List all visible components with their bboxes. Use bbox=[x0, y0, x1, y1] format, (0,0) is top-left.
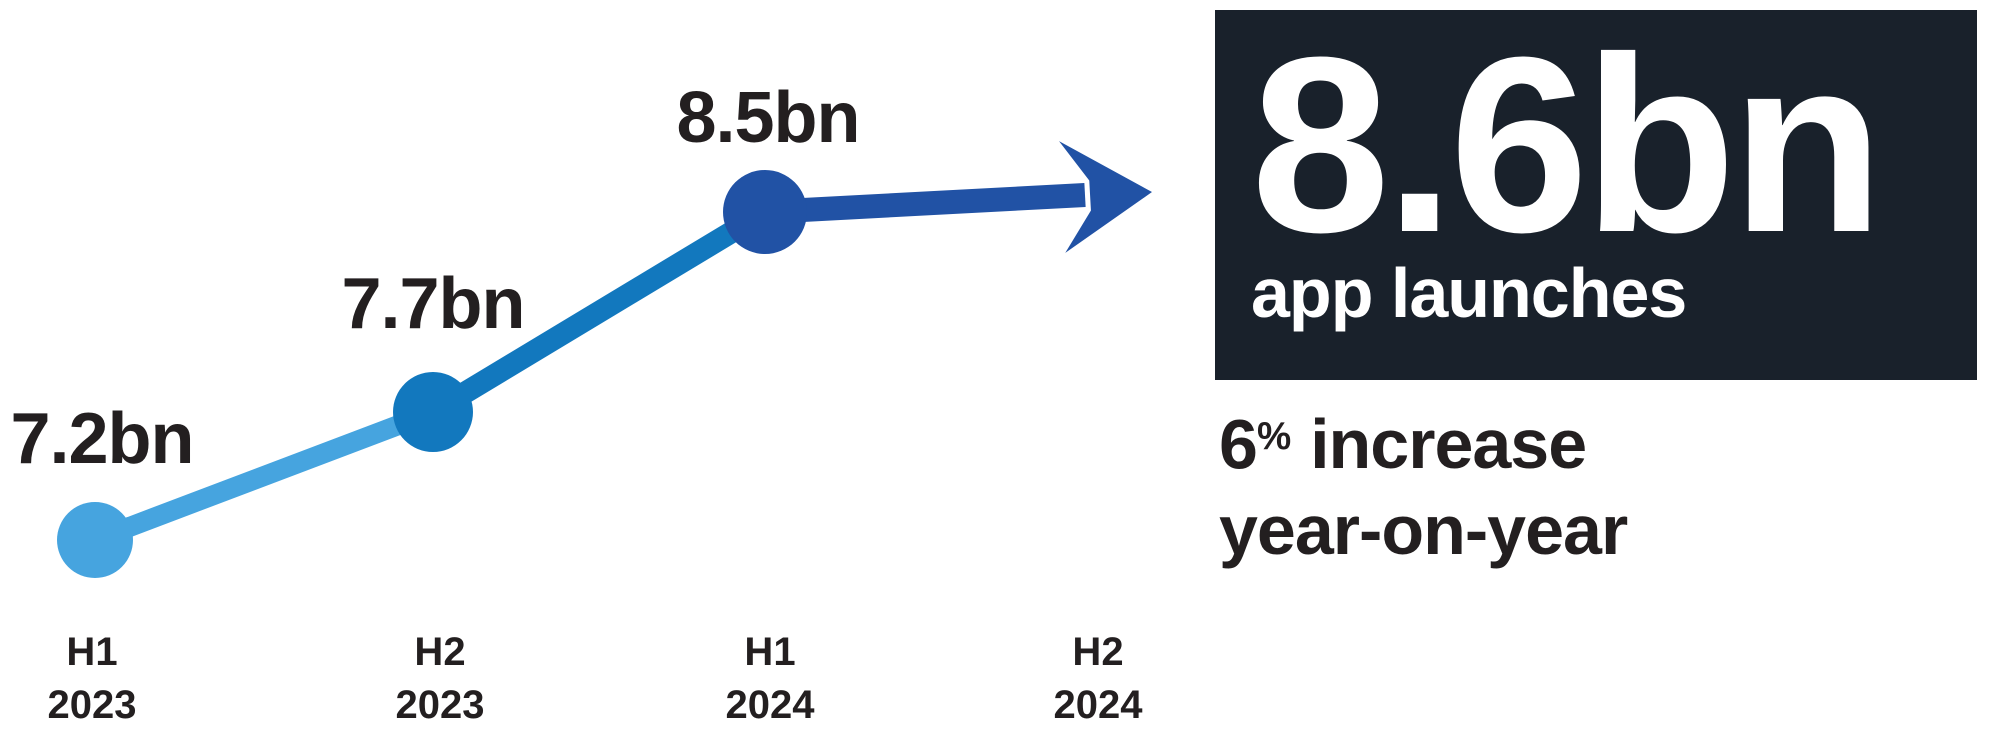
axis-label-year: 2023 bbox=[395, 683, 485, 727]
line-chart bbox=[57, 141, 1152, 578]
percent-sign: % bbox=[1256, 415, 1292, 458]
increase-note: 6% increase year-on-year bbox=[1219, 394, 1628, 573]
axis-label-period: H2 bbox=[414, 630, 466, 674]
stat-value: 8.6bn bbox=[1251, 10, 1884, 284]
axis-label-period: H1 bbox=[744, 630, 796, 674]
trend-arrow-head-icon bbox=[1059, 141, 1152, 253]
x-axis-label-h2-2023: H2 2023 bbox=[396, 626, 485, 732]
axis-label-period: H2 bbox=[1072, 630, 1124, 674]
data-point-h1-2024 bbox=[723, 170, 807, 254]
increase-word: increase bbox=[1310, 405, 1587, 484]
increase-note-line2: year-on-year bbox=[1219, 491, 1628, 570]
data-point-h2-2023 bbox=[393, 372, 473, 452]
x-axis-label-h1-2024: H1 2024 bbox=[726, 626, 815, 732]
increase-number: 6 bbox=[1219, 405, 1258, 484]
stat-highlight-box: 8.6bn app launches bbox=[1215, 10, 1977, 380]
axis-label-year: 2023 bbox=[47, 683, 137, 727]
x-axis-label-h1-2023: H1 2023 bbox=[48, 626, 137, 732]
stat-caption: app launches bbox=[1251, 254, 1687, 332]
line-segment-h2-2023-h1-2024 bbox=[427, 202, 771, 422]
x-axis-label-h2-2024: H2 2024 bbox=[1054, 626, 1143, 732]
axis-label-year: 2024 bbox=[1053, 683, 1143, 727]
value-label-h1-2023: 7.2bn bbox=[10, 399, 194, 479]
axis-label-period: H1 bbox=[66, 630, 118, 674]
increase-note-line1: 6% increase bbox=[1219, 394, 1627, 487]
line-segment-h1-2023-h2-2023 bbox=[91, 402, 437, 550]
line-segment-h1-2024-h2-2024 bbox=[764, 183, 1086, 224]
value-label-h1-2024: 8.5bn bbox=[676, 78, 860, 158]
value-label-h2-2023: 7.7bn bbox=[341, 264, 525, 344]
axis-label-year: 2024 bbox=[725, 683, 815, 727]
data-point-h1-2023 bbox=[57, 502, 133, 578]
